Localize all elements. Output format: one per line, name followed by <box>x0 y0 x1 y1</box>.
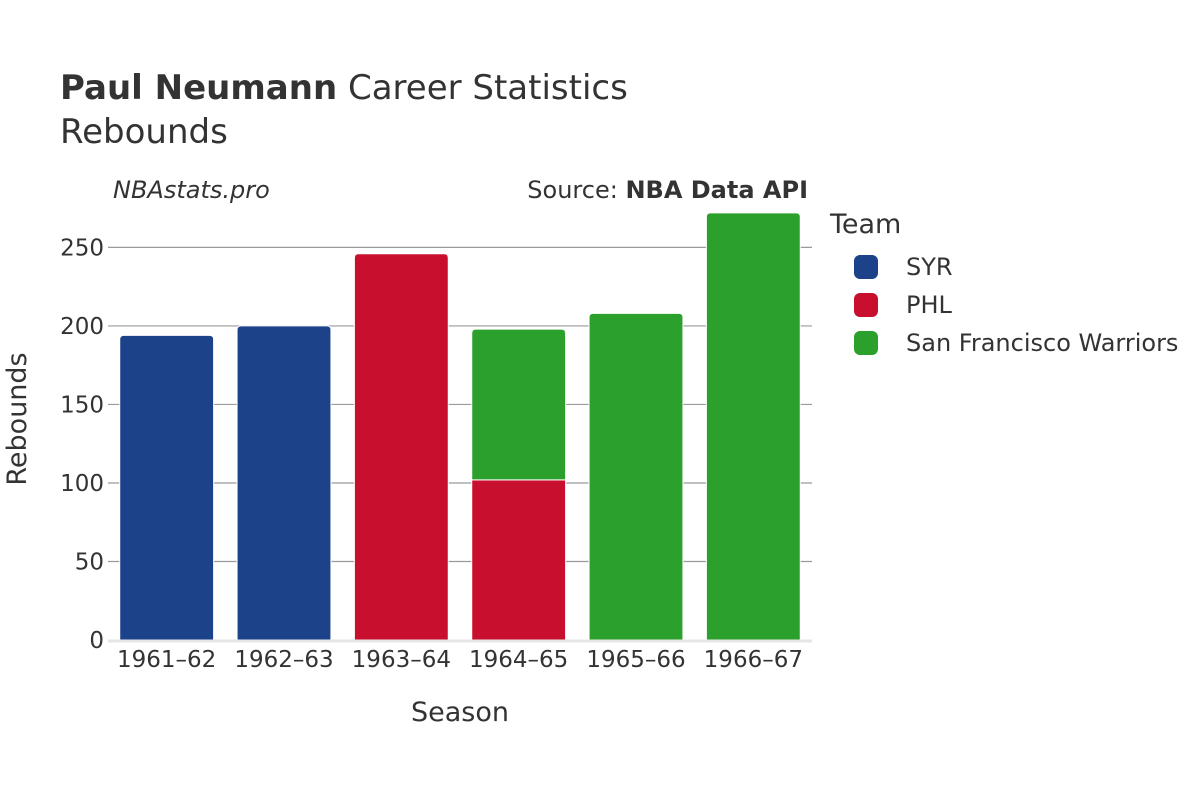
legend-swatch-san-francisco-warriors <box>854 331 878 355</box>
bars <box>119 212 801 641</box>
source-name: NBA Data API <box>625 176 808 204</box>
source-prefix: Source: <box>527 176 626 204</box>
legend-label-san-francisco-warriors: San Francisco Warriors <box>906 329 1179 357</box>
legend-label-phl: PHL <box>906 291 952 319</box>
x-tick-label-1962-63: 1962–63 <box>234 647 333 673</box>
gridlines <box>108 246 812 563</box>
x-tick-label-1964-65: 1964–65 <box>469 647 568 673</box>
legend-swatch-syr <box>854 255 878 279</box>
legend-label-syr: SYR <box>906 253 953 281</box>
y-axis-title: Rebounds <box>2 352 33 485</box>
bar-1962-63-syr[interactable] <box>236 325 332 641</box>
x-axis-title: Season <box>411 697 509 728</box>
y-tick-label-200: 200 <box>60 314 104 340</box>
source-credit: Source: NBA Data API <box>527 176 808 204</box>
watermark: NBAstats.pro <box>113 176 270 204</box>
bar-1963-64-phl[interactable] <box>353 253 449 641</box>
chart-title: Paul Neumann Career Statistics Rebounds <box>60 66 628 154</box>
chart-subtitle: Rebounds <box>60 112 228 152</box>
y-tick-label-100: 100 <box>60 471 104 497</box>
legend-swatch-phl <box>854 293 878 317</box>
x-tick-label-1966-67: 1966–67 <box>704 647 803 673</box>
y-tick-label-50: 50 <box>75 549 104 575</box>
legend-item-san-francisco-warriors[interactable]: San Francisco Warriors <box>854 329 1179 357</box>
x-tick-label-1961-62: 1961–62 <box>117 647 216 673</box>
bar-1964-65-san-francisco-warriors[interactable] <box>471 328 567 481</box>
player-name: Paul Neumann <box>60 68 338 108</box>
bar-1961-62-syr[interactable] <box>119 334 215 641</box>
axes: 0 50 100 150 200 250 1961–62 1962–63 1963–64 1964… <box>60 235 812 673</box>
y-tick-label-250: 250 <box>60 235 104 261</box>
title-suffix: Career Statistics <box>347 68 628 108</box>
x-tick-label-1963-64: 1963–64 <box>352 647 451 673</box>
y-tick-label-0: 0 <box>89 628 104 654</box>
x-tick-label-1965-66: 1965–66 <box>586 647 685 673</box>
legend-item-syr[interactable]: SYR <box>854 253 953 281</box>
legend-item-phl[interactable]: PHL <box>854 291 952 319</box>
bar-1964-65-phl[interactable] <box>471 479 567 641</box>
bar-1965-66-san-francisco-warriors[interactable] <box>588 312 684 641</box>
y-tick-label-150: 150 <box>60 392 104 418</box>
bar-1966-67-san-francisco-warriors[interactable] <box>705 212 801 641</box>
legend-title: Team <box>830 209 902 240</box>
